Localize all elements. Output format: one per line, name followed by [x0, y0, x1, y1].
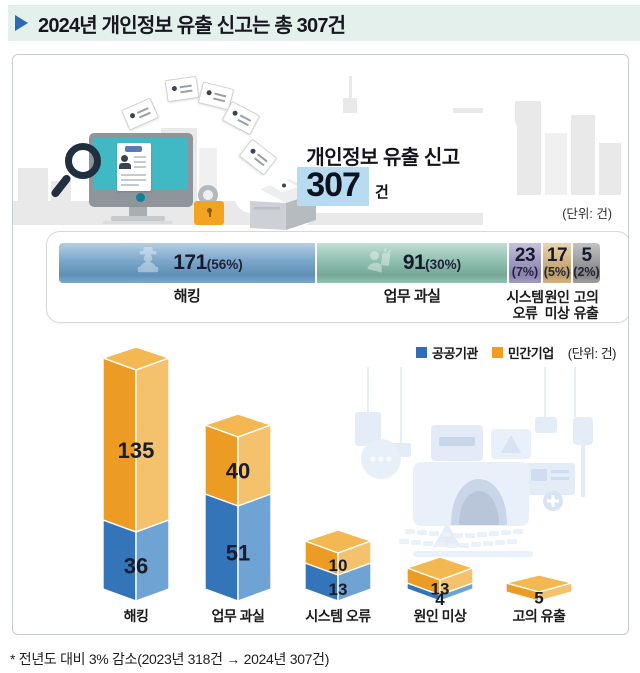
segment-label: 고의 유출: [573, 289, 599, 321]
monitor-stand: [129, 207, 147, 216]
clerk-icon: [363, 247, 395, 280]
breakdown-segment: 171(56%): [59, 243, 315, 283]
document-icon: [117, 143, 151, 191]
legend-label: 공공기관: [432, 346, 478, 361]
segment-value: 17: [546, 245, 568, 266]
legend-swatch: [416, 347, 428, 358]
chart-legend: 공공기관 민간기업 (단위: 건): [416, 343, 617, 362]
segment-label: 시스템 오류: [506, 289, 544, 321]
unit-note: (단위: 건): [562, 207, 612, 221]
arrow-icon: [15, 15, 28, 31]
category-label: 시스템 오류: [305, 608, 371, 624]
hacker-icon: [131, 246, 165, 280]
breakdown-segment: 91(30%): [317, 243, 507, 283]
category-label: 고의 유출: [512, 608, 566, 624]
category-label: 원인 미상: [413, 608, 467, 624]
legend-swatch: [491, 347, 503, 358]
segment-value: 23: [514, 245, 536, 266]
column-5: 5: [505, 574, 573, 608]
monitor-power-dot: [136, 193, 145, 202]
segment-pct: (7%): [511, 265, 539, 279]
breakdown-segment: 5 (2%): [573, 243, 600, 283]
column-value: 40: [226, 459, 250, 484]
hacker-watermark-illustration: [355, 367, 593, 557]
segment-value: 91(30%): [402, 251, 462, 274]
chart-unit-note: (단위: 건): [567, 346, 617, 361]
column-value: 135: [118, 438, 155, 463]
segment-value: 171(56%): [173, 251, 243, 274]
count-highlight: 307: [297, 167, 369, 206]
header: 2024년 개인정보 유출 신고는 총 307건: [8, 5, 640, 41]
column-value: 4: [435, 590, 445, 609]
column-value: 5: [534, 589, 543, 608]
count-unit: 건: [374, 183, 389, 201]
paper-icon: [164, 75, 200, 103]
breakdown-segment: 23 (7%): [509, 243, 541, 283]
legend-item: 공공기관: [416, 343, 478, 362]
segment-label: 원인 미상: [544, 289, 570, 321]
segment-pct: (5%): [543, 265, 571, 279]
breakdown-bar: 171(56%) 91(30%) 23 (7%) 17 (5%) 5 (2%): [59, 243, 600, 283]
breakdown-panel: 171(56%) 91(30%) 23 (7%) 17 (5%) 5 (2%) 해킹 업무 과실…: [46, 231, 628, 323]
column-4: 134: [406, 556, 474, 609]
column-value: 13: [329, 580, 348, 599]
column-value: 13: [431, 580, 450, 599]
column-value: 10: [329, 556, 348, 575]
column-1: 135 36: [102, 346, 170, 602]
category-label: 업무 과실: [211, 608, 265, 624]
segment-label: 해킹: [173, 288, 201, 305]
segment-value: 5: [581, 245, 592, 266]
monitor-icon: [89, 133, 193, 207]
legend-label: 민간기업: [507, 346, 554, 361]
legend-item: 민간기업: [491, 343, 554, 362]
column-value: 51: [226, 541, 250, 566]
hero-title: 개인정보 유출 신고: [306, 147, 460, 169]
segment-label: 업무 과실: [383, 288, 441, 305]
column-value: 36: [124, 554, 148, 579]
footnote: * 전년도 대비 3% 감소(2023년 318건 → 2024년 307건): [10, 651, 330, 667]
column-2: 40 51: [204, 413, 272, 602]
breakdown-segment: 17 (5%): [543, 243, 571, 283]
segment-pct: (2%): [573, 265, 600, 279]
page-title: 2024년 개인정보 유출 신고는 총 307건: [38, 14, 346, 37]
hero-count: 307 건: [203, 167, 483, 206]
magnifier-icon: [65, 143, 101, 179]
category-label: 해킹: [123, 608, 149, 624]
main-panel: 개인정보 유출 신고 307 건 (단위: 건) 171(56%) 91(30%)…: [12, 54, 629, 635]
